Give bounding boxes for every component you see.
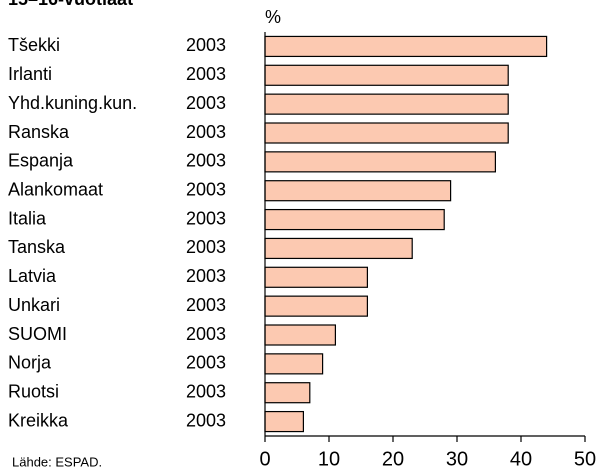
- category-label: Ruotsi: [8, 381, 59, 401]
- bar: [264, 324, 337, 346]
- year-label: 2003: [186, 410, 226, 430]
- category-label: Tanska: [8, 237, 66, 257]
- bar: [264, 382, 311, 404]
- x-tick-label: 50: [574, 448, 596, 470]
- x-tick-label: 0: [259, 448, 270, 470]
- bar: [264, 151, 496, 173]
- category-label: Irlanti: [8, 64, 52, 84]
- year-label: 2003: [186, 295, 226, 315]
- year-label: 2003: [186, 35, 226, 55]
- year-label: 2003: [186, 151, 226, 171]
- bar: [264, 237, 413, 260]
- x-tick-label: 40: [510, 448, 532, 470]
- year-label: 2003: [186, 237, 226, 257]
- category-label: Alankomaat: [8, 179, 103, 199]
- category-label: Yhd.kuning.kun.: [8, 93, 137, 113]
- year-label: 2003: [186, 324, 226, 344]
- year-label: 2003: [186, 353, 226, 373]
- x-tick-label: 30: [446, 448, 468, 470]
- year-label: 2003: [186, 208, 226, 228]
- category-label: Tšekki: [8, 35, 60, 55]
- category-label: SUOMI: [8, 324, 67, 344]
- bar: [264, 180, 452, 202]
- bar: [264, 35, 548, 58]
- year-label: 2003: [186, 122, 226, 142]
- bar: [264, 295, 369, 317]
- bar: [264, 122, 509, 144]
- category-label: Latvia: [8, 266, 57, 286]
- bar: [264, 266, 369, 288]
- category-label: Norja: [8, 353, 52, 373]
- bar: [264, 64, 509, 86]
- x-tick-label: 10: [318, 448, 340, 470]
- year-label: 2003: [186, 93, 226, 113]
- bar: [264, 208, 445, 231]
- year-label: 2003: [186, 64, 226, 84]
- category-label: Ranska: [8, 122, 70, 142]
- year-label: 2003: [186, 266, 226, 286]
- category-label: Espanja: [8, 151, 74, 171]
- bar: [264, 93, 509, 115]
- source: Lähde: ESPAD.: [12, 454, 102, 469]
- bar: [264, 353, 324, 375]
- year-label: 2003: [186, 381, 226, 401]
- chart-title: 15–16-vuotiaat: [8, 0, 133, 9]
- year-label: 2003: [186, 179, 226, 199]
- x-tick-label: 20: [382, 448, 404, 470]
- category-label: Unkari: [8, 295, 60, 315]
- unit-label: %: [265, 7, 281, 27]
- category-label: Kreikka: [8, 410, 69, 430]
- category-label: Italia: [8, 208, 47, 228]
- bar: [264, 410, 305, 433]
